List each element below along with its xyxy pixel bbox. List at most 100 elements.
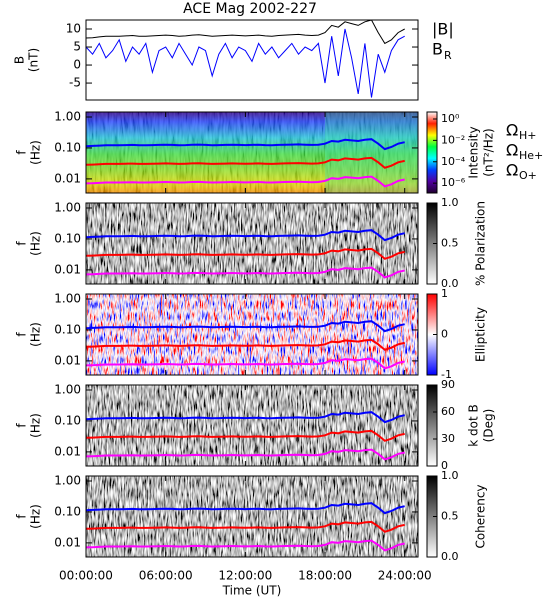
y-tick-label: 0.01 bbox=[54, 535, 81, 549]
y-tick-label: 0.10 bbox=[54, 413, 81, 427]
colorbar-tick-label: 0.5 bbox=[441, 237, 459, 250]
y-axis-label: f bbox=[15, 332, 29, 337]
colorbar-tick-label: 0 bbox=[441, 328, 448, 341]
chart-title: ACE Mag 2002-227 bbox=[183, 1, 317, 17]
y-tick-label: 0.01 bbox=[54, 353, 81, 367]
colorbar-tick-label: 10⁰ bbox=[441, 112, 460, 125]
legend-subscript: He+ bbox=[519, 149, 543, 162]
y-tick-label: 0.01 bbox=[54, 262, 81, 276]
legend-label: Ω bbox=[506, 161, 518, 180]
y-tick-label: 1.00 bbox=[54, 109, 81, 123]
spectrogram-texture bbox=[86, 112, 418, 193]
spectrogram-fill bbox=[86, 385, 418, 466]
legend-label: |B| bbox=[432, 20, 454, 39]
colorbar-tick-label: -1 bbox=[441, 368, 452, 381]
spectrogram-fill bbox=[325, 112, 418, 193]
colorbar-label: Ellipticity bbox=[474, 307, 488, 362]
data-line bbox=[86, 20, 405, 45]
gyrofrequency-line bbox=[86, 320, 405, 333]
gyrofrequency-line bbox=[86, 156, 405, 169]
y-axis-label: f bbox=[15, 241, 29, 246]
colorbar-label: Intensity bbox=[467, 126, 481, 178]
colorbar-tick-label: 0.5 bbox=[441, 510, 459, 523]
colorbar-tick-label: 1.0 bbox=[441, 469, 459, 482]
colorbar-tick-label: 1 bbox=[441, 287, 448, 300]
colorbar-label: Coherency bbox=[474, 484, 488, 548]
gyrofrequency-line bbox=[86, 266, 405, 279]
x-tick-label: 06:00:00 bbox=[139, 569, 193, 583]
colorbar-label: k dot B bbox=[467, 404, 481, 446]
x-tick-label: 18:00:00 bbox=[298, 569, 352, 583]
y-tick-label: 1.00 bbox=[54, 200, 81, 214]
colorbar-label: % Polarization bbox=[474, 201, 488, 286]
gyrofrequency-line bbox=[86, 520, 405, 533]
data-line bbox=[86, 28, 405, 98]
y-tick-label: 0 bbox=[73, 58, 81, 72]
spectrogram-fill bbox=[86, 203, 418, 284]
plot-frame bbox=[85, 293, 419, 376]
plot-frame bbox=[85, 111, 419, 194]
plot-frame bbox=[85, 384, 419, 467]
y-tick-label: 0.10 bbox=[54, 504, 81, 518]
plot-frame bbox=[85, 202, 419, 285]
y-tick-label: 10 bbox=[66, 22, 81, 36]
y-axis-label: (nT) bbox=[27, 48, 41, 72]
gyrofrequency-line bbox=[86, 429, 405, 442]
y-axis-label: f bbox=[15, 150, 29, 155]
y-tick-label: 0.10 bbox=[54, 231, 81, 245]
y-tick-label: 1.00 bbox=[54, 382, 81, 396]
y-tick-label: 0.01 bbox=[54, 171, 81, 185]
gyrofrequency-line bbox=[86, 539, 405, 552]
gyrofrequency-line bbox=[86, 502, 405, 515]
colorbar-tick-label: 10⁻² bbox=[441, 133, 465, 146]
y-tick-label: 5 bbox=[73, 40, 81, 54]
legend-subscript: R bbox=[444, 49, 452, 62]
colorbar-tick-label: 0.0 bbox=[441, 550, 459, 563]
spectrogram-fill bbox=[86, 476, 418, 557]
gyrofrequency-line bbox=[86, 229, 405, 242]
colorbar-label: (Deg) bbox=[482, 409, 496, 443]
y-tick-label: -5 bbox=[69, 76, 81, 90]
y-axis-label: (Hz) bbox=[29, 322, 43, 347]
y-axis-label: B bbox=[13, 56, 27, 64]
y-tick-label: 0.10 bbox=[54, 322, 81, 336]
spectrogram-fill bbox=[86, 294, 418, 375]
colorbar-tick-label: 0 bbox=[441, 459, 448, 472]
y-axis-label: (Hz) bbox=[29, 231, 43, 256]
legend-label: Ω bbox=[506, 141, 518, 160]
gyrofrequency-line bbox=[86, 411, 405, 424]
x-tick-label: 24:00:00 bbox=[378, 569, 432, 583]
colorbar bbox=[426, 111, 438, 194]
y-tick-label: 0.10 bbox=[54, 140, 81, 154]
y-axis-label: (Hz) bbox=[29, 413, 43, 438]
gyrofrequency-line bbox=[86, 448, 405, 461]
plot-frame bbox=[85, 475, 419, 558]
colorbar-label: (nT²/Hz) bbox=[482, 128, 496, 176]
x-tick-label: 12:00:00 bbox=[218, 569, 272, 583]
colorbar-tick-label: 10⁻⁶ bbox=[441, 176, 466, 189]
legend-subscript: H+ bbox=[519, 129, 537, 142]
colorbar-tick-label: 30 bbox=[441, 432, 455, 445]
legend-subscript: O+ bbox=[519, 169, 537, 182]
colorbar-tick-label: 0.0 bbox=[441, 277, 459, 290]
y-axis-label: (Hz) bbox=[29, 140, 43, 165]
gyrofrequency-line bbox=[86, 138, 405, 151]
gyrofrequency-line bbox=[86, 247, 405, 260]
colorbar-tick-label: 60 bbox=[441, 405, 455, 418]
colorbar-tick-label: 10⁻⁴ bbox=[441, 155, 466, 168]
plot-frame bbox=[85, 19, 419, 101]
x-axis-label: Time (UT) bbox=[222, 584, 282, 598]
y-tick-label: 1.00 bbox=[54, 291, 81, 305]
colorbar-tick-label: 90 bbox=[441, 378, 455, 391]
y-axis-label: (Hz) bbox=[29, 504, 43, 529]
gyrofrequency-line bbox=[86, 175, 405, 188]
y-tick-label: 1.00 bbox=[54, 473, 81, 487]
gyrofrequency-line bbox=[86, 338, 405, 351]
y-tick-label: 0.01 bbox=[54, 444, 81, 458]
y-axis-label: f bbox=[15, 423, 29, 428]
gyrofrequency-line bbox=[86, 357, 405, 370]
colorbar bbox=[426, 384, 438, 467]
x-tick-label: 00:00:00 bbox=[59, 569, 113, 583]
